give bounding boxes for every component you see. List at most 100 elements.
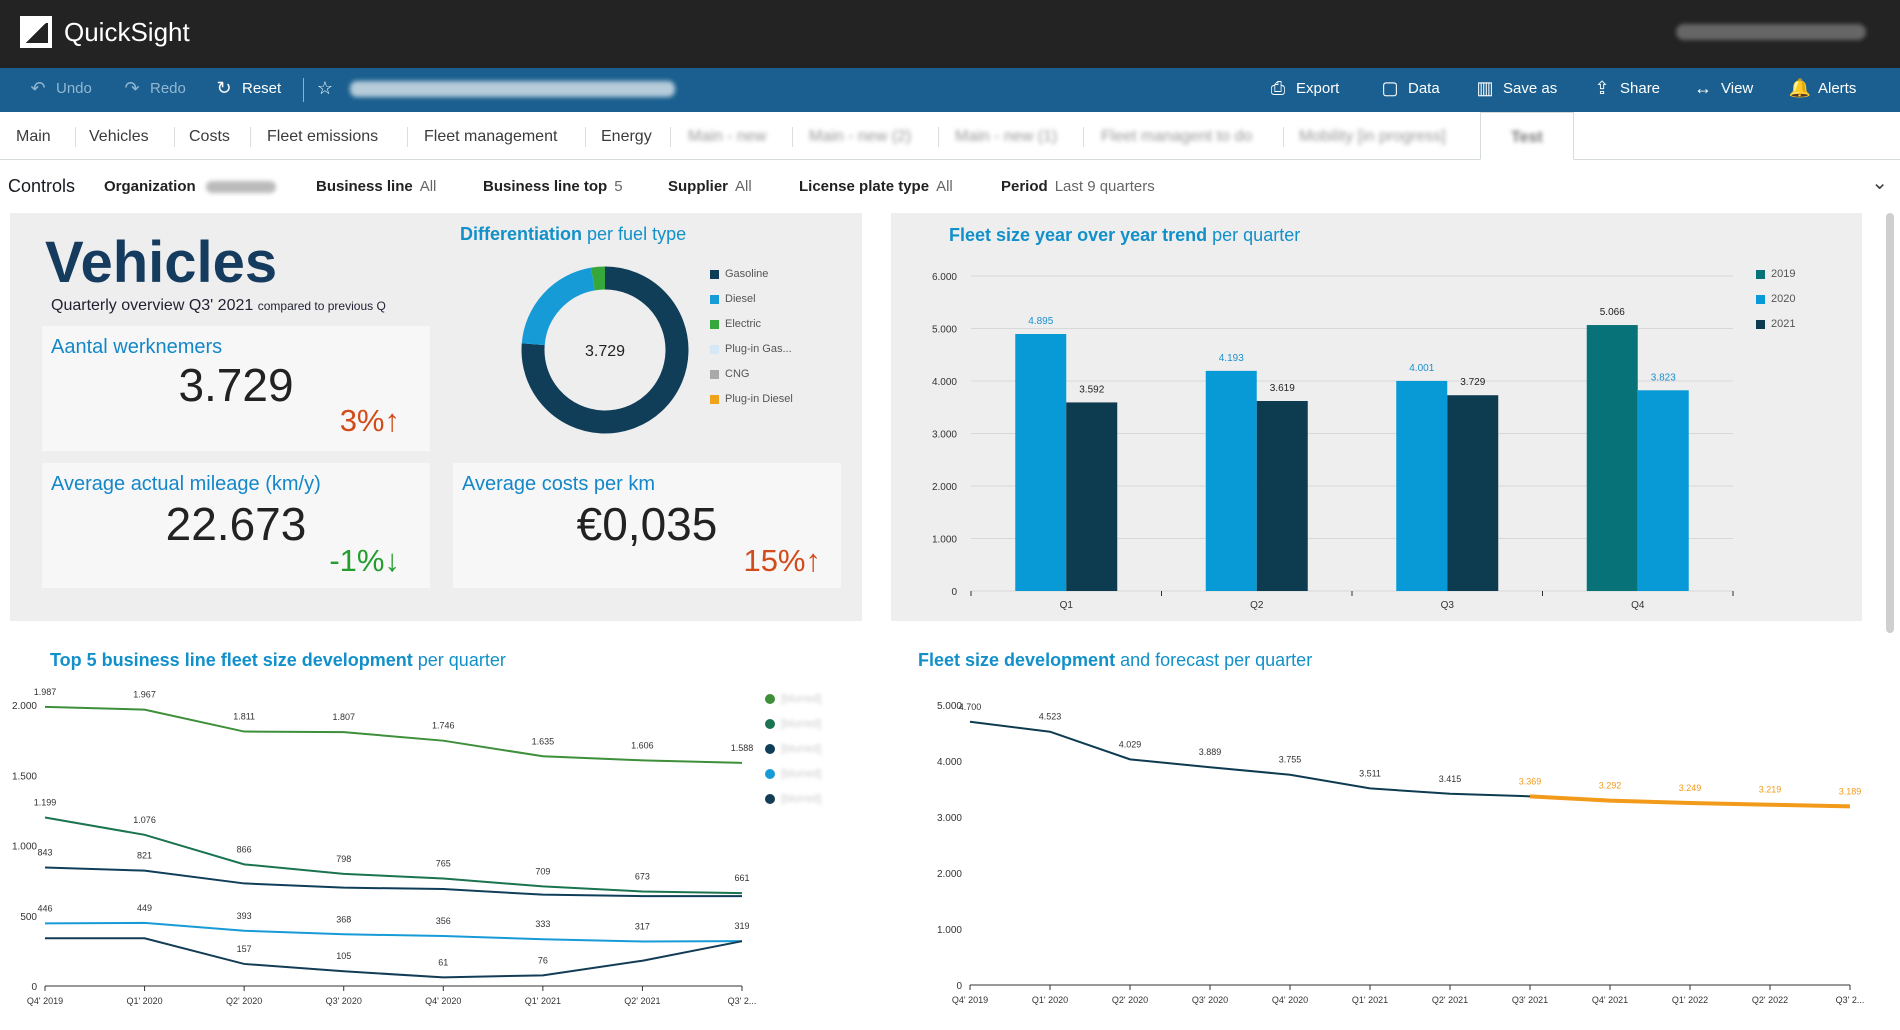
business-legend-item[interactable]: [blurred] bbox=[765, 793, 821, 805]
fuel-legend-item[interactable]: Diesel bbox=[710, 293, 756, 305]
export-button[interactable]: ⎙ Export bbox=[1268, 78, 1340, 98]
vertical-scrollbar[interactable] bbox=[1886, 213, 1894, 633]
year-legend-item[interactable]: 2020 bbox=[1756, 293, 1795, 305]
costs-kpi-card: Average costs per km €0,035 15%↑ bbox=[453, 463, 841, 588]
favorite-button[interactable]: ☆ bbox=[315, 78, 335, 98]
fuel-legend-label: Electric bbox=[725, 318, 762, 330]
undo-button[interactable]: ↶ Undo bbox=[28, 78, 91, 98]
line-point-label: 105 bbox=[336, 951, 351, 961]
year-legend-item[interactable]: 2019 bbox=[1756, 268, 1795, 280]
alerts-button[interactable]: 🔔 Alerts bbox=[1788, 78, 1857, 98]
tab-fleet-emissions[interactable]: Fleet emissions bbox=[267, 128, 379, 145]
line-point-label: 4.523 bbox=[1039, 712, 1062, 722]
x-tick-label: Q1' 2020 bbox=[1032, 995, 1068, 1005]
business-legend-item[interactable]: [blurred] bbox=[765, 768, 821, 780]
x-tick-label: Q1' 2021 bbox=[525, 996, 561, 1006]
line-point-label: 3.249 bbox=[1679, 783, 1702, 793]
bar-2020-q1[interactable] bbox=[1015, 334, 1067, 591]
blurred-legend-label: [blurred] bbox=[781, 743, 822, 755]
expand-controls-icon[interactable]: ⌄ bbox=[1871, 172, 1888, 194]
fuel-type-donut-chart[interactable]: 3.729 bbox=[515, 260, 695, 440]
tab-main-new[interactable]: Main - new bbox=[688, 128, 767, 145]
business-legend-item[interactable]: [blurred] bbox=[765, 718, 821, 730]
tab-energy[interactable]: Energy bbox=[601, 128, 652, 145]
tab-main[interactable]: Main bbox=[16, 128, 51, 145]
y-tick-label: 4.000 bbox=[932, 377, 957, 388]
business-legend-item[interactable]: [blurred] bbox=[765, 693, 821, 705]
bar-2020-q4[interactable] bbox=[1637, 390, 1689, 591]
line-series-3[interactable] bbox=[44, 866, 742, 898]
tab-costs[interactable]: Costs bbox=[189, 128, 230, 145]
line-point-label: 1.811 bbox=[233, 712, 255, 722]
fuel-legend-item[interactable]: CNG bbox=[710, 368, 749, 380]
business-legend-item[interactable]: [blurred] bbox=[765, 743, 821, 755]
organization-filter[interactable]: Organization bbox=[104, 178, 276, 195]
line-series-4[interactable] bbox=[44, 921, 743, 943]
fuel-legend-item[interactable]: Electric bbox=[710, 318, 761, 330]
data-button[interactable]: ▢ Data bbox=[1381, 78, 1440, 98]
line-point-label: 3.292 bbox=[1599, 781, 1622, 791]
share-button[interactable]: ⇪ Share bbox=[1592, 78, 1660, 98]
donut-slice-gasoline[interactable] bbox=[521, 266, 689, 434]
donut-slice-diesel[interactable] bbox=[521, 267, 596, 346]
fuel-legend-item[interactable]: Plug-in Gas... bbox=[710, 343, 792, 355]
employees-kpi-delta: 3%↑ bbox=[339, 403, 400, 438]
supplier-filter[interactable]: Supplier All bbox=[668, 178, 752, 195]
tab-main-new-1[interactable]: Main - new (1) bbox=[955, 128, 1058, 145]
line-series-1[interactable] bbox=[44, 705, 743, 764]
bar-2019-q4[interactable] bbox=[1586, 325, 1638, 591]
y-tick-label: 5.000 bbox=[937, 701, 962, 712]
year-legend-item[interactable]: 2021 bbox=[1756, 318, 1795, 330]
view-button[interactable]: ↔ View bbox=[1694, 78, 1754, 98]
business-line-filter[interactable]: Business line All bbox=[316, 178, 437, 195]
line-point-label: 3.511 bbox=[1359, 768, 1381, 778]
tab-fleet-managent-to-do[interactable]: Fleet managent to do bbox=[1101, 128, 1253, 145]
fleet-yoy-bar-chart[interactable]: 0 1.000 2.000 3.000 4.000 5.000 6.000 Q1 4.895 3.… bbox=[891, 213, 1862, 621]
reset-button[interactable]: ↻ Reset bbox=[214, 78, 281, 98]
user-menu[interactable] bbox=[1676, 24, 1866, 40]
tab-fleet-management[interactable]: Fleet management bbox=[424, 128, 558, 145]
period-filter[interactable]: Period Last 9 quarters bbox=[1001, 178, 1155, 195]
redo-button[interactable]: ↷ Redo bbox=[122, 78, 185, 98]
license-plate-type-filter[interactable]: License plate type All bbox=[799, 178, 953, 195]
bar-2021-q3[interactable] bbox=[1447, 395, 1499, 591]
data-folder-icon: ▢ bbox=[1381, 78, 1399, 98]
fleet-forecast-line-chart[interactable]: 0 1.000 2.000 3.000 4.000 5.000 Q4' 2019 Q1' 20… bbox=[910, 621, 1876, 1030]
tab-main-new-2[interactable]: Main - new (2) bbox=[809, 128, 912, 145]
line-series-5[interactable] bbox=[45, 937, 743, 979]
y-tick-label: 1.000 bbox=[937, 925, 962, 936]
bar-2021-q1[interactable] bbox=[1066, 402, 1118, 591]
bar-2020-q2[interactable] bbox=[1205, 370, 1257, 591]
line-point-label: 661 bbox=[734, 873, 749, 883]
line-forecast[interactable] bbox=[1529, 794, 1851, 809]
fuel-legend-label: Diesel bbox=[725, 293, 756, 305]
line-point-label: 709 bbox=[535, 866, 550, 876]
x-tick-label: Q3' 2... bbox=[1836, 995, 1865, 1005]
business-line-top-filter[interactable]: Business line top 5 bbox=[483, 178, 623, 195]
legend-swatch bbox=[710, 319, 719, 329]
bar-value-label: 3.592 bbox=[1079, 384, 1104, 395]
bar-2021-q2[interactable] bbox=[1256, 401, 1308, 591]
tab-mobility-in-progress[interactable]: Mobility [in progress] bbox=[1299, 128, 1446, 145]
bar-2020-q3[interactable] bbox=[1396, 380, 1448, 591]
bell-icon: 🔔 bbox=[1788, 78, 1812, 98]
line-point-label: 1.967 bbox=[133, 690, 156, 700]
quicksight-logo[interactable]: QuickSight bbox=[20, 16, 190, 48]
fuel-legend-item[interactable]: Plug-in Diesel bbox=[710, 393, 793, 405]
line-actual[interactable] bbox=[969, 720, 1531, 798]
line-series-2[interactable] bbox=[44, 816, 743, 895]
x-tick-label: Q3' 2... bbox=[728, 996, 757, 1006]
donut-slice-electric[interactable] bbox=[590, 266, 606, 291]
y-tick-label: 1.000 bbox=[12, 842, 37, 853]
bar-value-label: 3.823 bbox=[1651, 372, 1676, 383]
y-tick-label: 0 bbox=[31, 982, 37, 993]
legend-swatch bbox=[1756, 269, 1765, 279]
employees-kpi-card: Aantal werknemers 3.729 3%↑ bbox=[42, 326, 430, 451]
x-tick-label: Q3' 2021 bbox=[1512, 995, 1548, 1005]
tab-test[interactable]: Test bbox=[1480, 112, 1574, 160]
save-as-button[interactable]: ▥ Save as bbox=[1476, 78, 1558, 98]
fuel-legend-item[interactable]: Gasoline bbox=[710, 268, 768, 280]
tab-vehicles[interactable]: Vehicles bbox=[89, 128, 149, 145]
business-line-line-chart[interactable]: 0 500 1.000 1.500 2.000 Q4' 2019 Q1' 2020 Q2' 2… bbox=[0, 621, 905, 1030]
tab-divider bbox=[407, 127, 408, 147]
